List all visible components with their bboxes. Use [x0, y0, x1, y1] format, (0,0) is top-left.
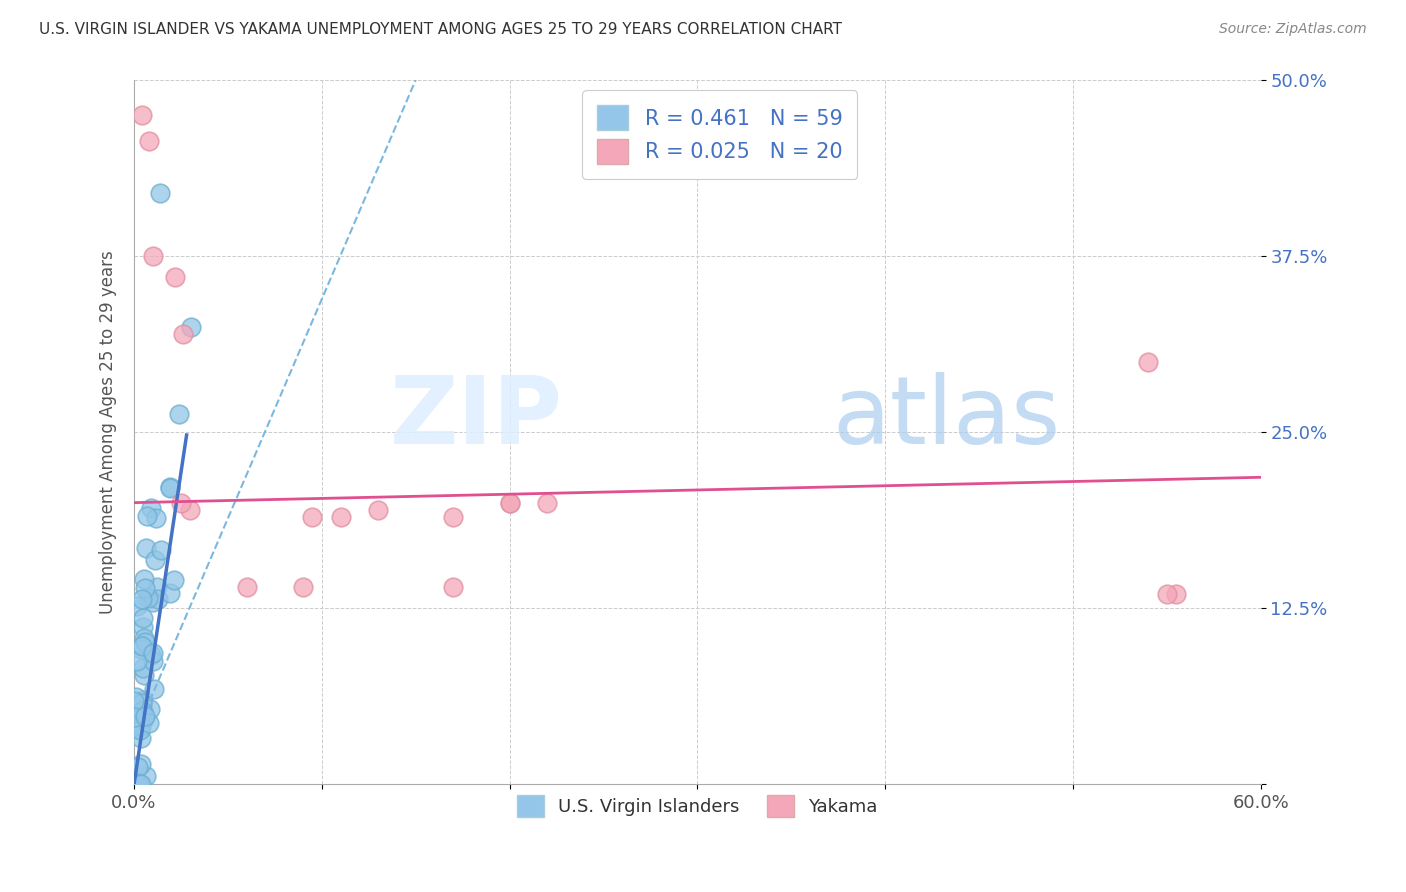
Point: [163, 573, 186, 587]
Point: [128, 723, 150, 737]
Point: [132, 661, 155, 675]
Point: [134, 713, 156, 727]
Point: [122, 694, 145, 708]
Point: [145, 510, 167, 524]
Point: [134, 581, 156, 595]
Point: [128, 777, 150, 791]
Point: [124, 777, 146, 791]
Point: [142, 646, 165, 660]
Point: [125, 690, 148, 705]
Point: [131, 696, 153, 710]
Point: [329, 509, 352, 524]
Point: [1166, 587, 1188, 601]
Point: [132, 610, 155, 624]
Point: [165, 270, 187, 285]
Point: [138, 716, 160, 731]
Point: [170, 496, 193, 510]
Point: [498, 496, 520, 510]
Point: [148, 592, 170, 607]
Point: [159, 480, 181, 494]
Point: [180, 320, 202, 334]
Point: [135, 541, 157, 556]
Point: [127, 599, 149, 614]
Point: [139, 702, 162, 716]
Point: [135, 769, 157, 783]
Point: [159, 586, 181, 600]
Point: [134, 572, 156, 586]
Point: [134, 709, 156, 723]
Point: [301, 509, 323, 524]
Point: [124, 710, 146, 724]
Point: [367, 502, 389, 516]
Point: [536, 496, 558, 510]
Point: [127, 777, 149, 791]
Point: [441, 509, 464, 524]
Point: [136, 591, 159, 605]
Point: [132, 703, 155, 717]
Point: [131, 108, 153, 122]
Point: [129, 731, 152, 745]
Point: [132, 620, 155, 634]
Point: [131, 591, 153, 606]
Point: [138, 134, 160, 148]
Point: [150, 542, 173, 557]
Point: [1136, 355, 1159, 369]
Point: [125, 654, 148, 668]
Point: [159, 481, 181, 495]
Point: [129, 718, 152, 732]
Point: [131, 693, 153, 707]
Point: [235, 580, 257, 594]
Point: [124, 722, 146, 736]
Point: [292, 580, 315, 594]
Point: [441, 580, 464, 594]
Point: [145, 580, 167, 594]
Point: [139, 648, 162, 662]
Point: [167, 407, 190, 421]
Point: [127, 760, 149, 774]
Point: [129, 777, 152, 791]
Point: [142, 595, 165, 609]
Point: [131, 704, 153, 718]
Point: [179, 502, 201, 516]
Point: [129, 757, 152, 772]
Point: [149, 186, 172, 200]
Point: [498, 496, 520, 510]
Point: [135, 509, 157, 524]
Point: [142, 654, 165, 668]
Text: Source: ZipAtlas.com: Source: ZipAtlas.com: [1219, 22, 1367, 37]
Point: [139, 500, 162, 515]
Point: [172, 326, 194, 341]
Point: [143, 682, 166, 697]
Point: [143, 553, 166, 567]
Legend: U.S. Virgin Islanders, Yakama: U.S. Virgin Islanders, Yakama: [509, 789, 884, 825]
Point: [128, 721, 150, 735]
Y-axis label: Unemployment Among Ages 25 to 29 years: Unemployment Among Ages 25 to 29 years: [100, 251, 117, 614]
Point: [131, 639, 153, 653]
Point: [132, 631, 155, 645]
Point: [1156, 587, 1178, 601]
Text: U.S. VIRGIN ISLANDER VS YAKAMA UNEMPLOYMENT AMONG AGES 25 TO 29 YEARS CORRELATIO: U.S. VIRGIN ISLANDER VS YAKAMA UNEMPLOYM…: [39, 22, 842, 37]
Point: [128, 777, 150, 791]
Point: [124, 718, 146, 732]
Point: [134, 635, 156, 649]
Point: [134, 668, 156, 682]
Text: ZIP: ZIP: [389, 372, 562, 464]
Point: [142, 249, 165, 263]
Point: [129, 642, 152, 657]
Text: atlas: atlas: [832, 372, 1060, 464]
